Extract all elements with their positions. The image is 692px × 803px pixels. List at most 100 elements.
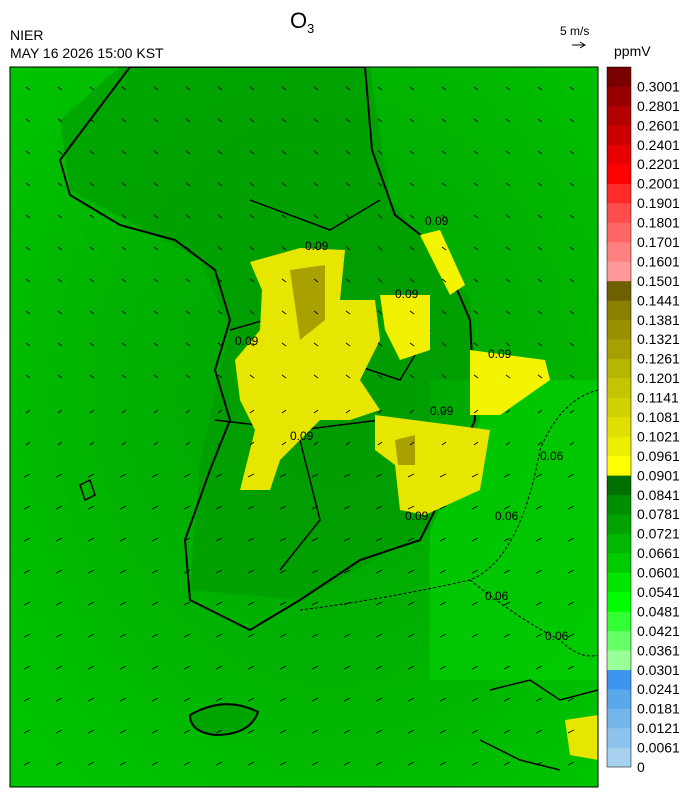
wind-arrow <box>439 697 447 702</box>
wind-arrow <box>151 697 159 702</box>
wind-arrow <box>25 150 31 155</box>
colorbar-label: 0.0421 <box>637 623 680 639</box>
colorbar-label: 0.1261 <box>637 351 680 367</box>
wind-arrow <box>89 342 95 347</box>
wind-arrow <box>183 633 191 638</box>
wind-arrow <box>569 278 575 283</box>
wind-arrow <box>183 569 191 574</box>
wind-arrow <box>407 761 415 766</box>
wind-arrow <box>55 697 63 702</box>
contour-label: 0.06 <box>540 449 564 463</box>
colorbar-label: 0.2201 <box>637 156 680 172</box>
wind-arrow <box>119 505 127 510</box>
wind-arrow <box>279 729 287 734</box>
wind-arrow <box>183 761 191 766</box>
wind-vectors <box>23 86 575 766</box>
wind-arrow <box>249 182 255 187</box>
wind-arrow <box>471 473 479 478</box>
wind-arrow <box>153 246 159 251</box>
wind-arrow <box>151 729 159 734</box>
colorbar-label: 0.1441 <box>637 292 680 308</box>
contour-label: 0.09 <box>235 334 259 348</box>
contour-label: 0.09 <box>305 239 329 253</box>
wind-arrow <box>313 86 319 91</box>
wind-arrow <box>471 569 479 574</box>
wind-arrow <box>473 342 479 347</box>
wind-arrow <box>25 342 31 347</box>
colorbar-segment <box>607 105 631 126</box>
wind-arrow <box>247 601 255 606</box>
wind-arrow <box>119 761 127 766</box>
ozone-high <box>395 435 415 465</box>
wind-arrow <box>279 761 287 766</box>
wind-arrow <box>503 697 511 702</box>
wind-arrow <box>215 633 223 638</box>
wind-arrow <box>441 246 447 251</box>
wind-arrow <box>55 569 63 574</box>
wind-arrow <box>535 473 543 478</box>
wind-arrow <box>185 150 191 155</box>
wind-arrow <box>217 374 223 379</box>
wind-arrow <box>407 601 415 606</box>
wind-arrow <box>279 697 287 702</box>
ozone-high <box>290 265 325 340</box>
wind-arrow <box>569 409 575 414</box>
colorbar-segment <box>607 630 631 651</box>
wind-arrow <box>183 473 191 478</box>
wind-arrow <box>279 473 287 478</box>
wind-arrow <box>409 246 415 251</box>
wind-scale-label: 5 m/s <box>560 24 589 38</box>
wind-arrow <box>89 246 95 251</box>
wind-arrow <box>249 342 255 347</box>
wind-arrow <box>89 310 95 315</box>
wind-arrow <box>407 473 415 478</box>
wind-arrow <box>473 246 479 251</box>
wind-arrow <box>375 473 383 478</box>
wind-arrow <box>535 537 543 542</box>
colorbar-label: 0.2601 <box>637 117 680 133</box>
colorbar-label: 0.1801 <box>637 215 680 231</box>
wind-arrow <box>473 182 479 187</box>
wind-arrow <box>567 665 575 670</box>
wind-arrow <box>153 118 159 123</box>
wind-arrow <box>311 473 319 478</box>
wind-arrow <box>375 569 383 574</box>
wind-arrow <box>473 214 479 219</box>
wind-arrow <box>87 633 95 638</box>
wind-arrow <box>441 374 447 379</box>
wind-arrow <box>215 537 223 542</box>
wind-arrow <box>505 342 511 347</box>
wind-arrow <box>217 310 223 315</box>
wind-arrow <box>25 278 31 283</box>
wind-arrow <box>409 86 415 91</box>
wind-arrow <box>313 118 319 123</box>
jeju-island <box>188 703 260 737</box>
wind-arrow <box>87 697 95 702</box>
wind-arrow <box>537 374 543 379</box>
wind-arrow <box>281 409 287 414</box>
colorbar-segment <box>607 67 631 87</box>
colorbar-label: 0.0361 <box>637 642 680 658</box>
wind-arrow <box>185 118 191 123</box>
colorbar-label: 0.0721 <box>637 526 680 542</box>
wind-arrow <box>377 342 383 347</box>
wind-arrow <box>375 761 383 766</box>
wind-arrow <box>439 761 447 766</box>
wind-arrow <box>503 601 511 606</box>
wind-arrow <box>183 601 191 606</box>
wind-arrow <box>407 505 415 510</box>
wind-arrow <box>537 441 543 446</box>
wind-arrow <box>311 569 319 574</box>
wind-arrow <box>439 729 447 734</box>
wind-arrow <box>311 505 319 510</box>
wind-arrow <box>55 633 63 638</box>
colorbar-label: 0.0841 <box>637 487 680 503</box>
wind-arrow <box>25 441 31 446</box>
wind-arrow <box>25 374 31 379</box>
wind-arrow <box>23 729 31 734</box>
wind-arrow <box>471 761 479 766</box>
wind-arrow <box>153 278 159 283</box>
colorbar-label: 0.0541 <box>637 584 680 600</box>
wind-arrow <box>119 697 127 702</box>
